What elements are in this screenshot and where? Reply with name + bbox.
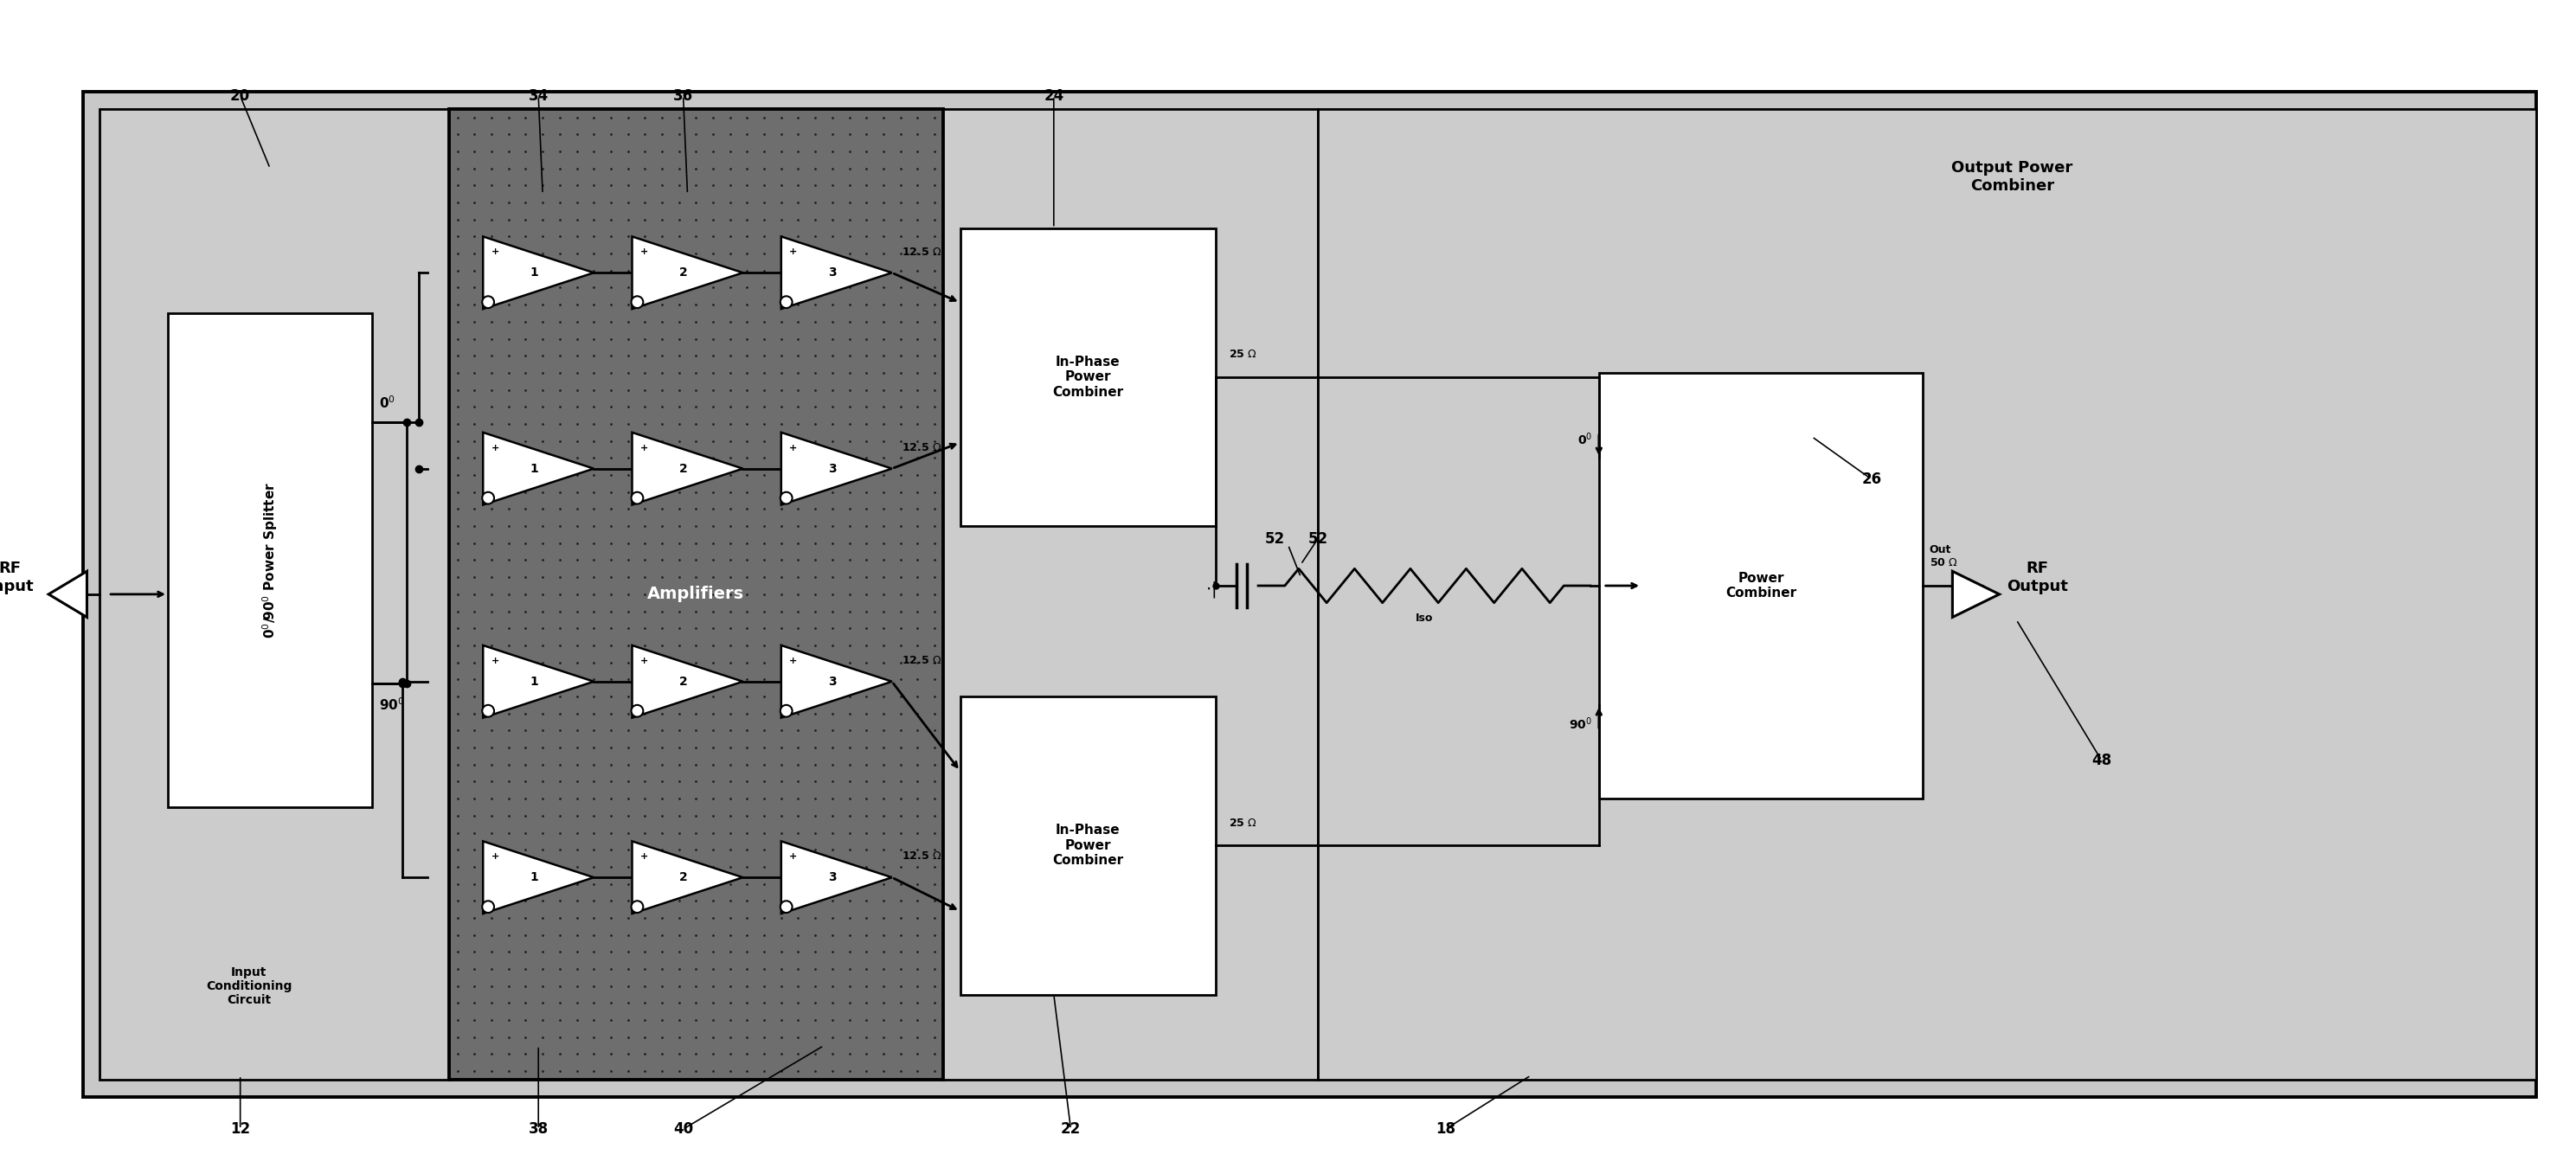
- Text: Iso: Iso: [1414, 613, 1432, 623]
- Circle shape: [631, 296, 644, 308]
- Polygon shape: [631, 236, 742, 309]
- Text: +: +: [492, 444, 500, 452]
- Text: 12.5 $\Omega$: 12.5 $\Omega$: [902, 247, 943, 257]
- Polygon shape: [631, 842, 742, 913]
- Circle shape: [631, 492, 644, 504]
- Text: 0$^0$: 0$^0$: [379, 394, 397, 411]
- Circle shape: [482, 492, 495, 504]
- Text: +: +: [788, 852, 796, 861]
- Text: +: +: [788, 444, 796, 452]
- Text: 12.5 $\Omega$: 12.5 $\Omega$: [902, 655, 943, 666]
- Bar: [943, 109, 1319, 1080]
- Text: 3: 3: [827, 871, 837, 884]
- Text: 1: 1: [531, 675, 538, 688]
- Text: Out
50 $\Omega$: Out 50 $\Omega$: [1929, 545, 1958, 568]
- Text: In-Phase
Power
Combiner: In-Phase Power Combiner: [1054, 356, 1123, 399]
- Text: +: +: [492, 248, 500, 256]
- Text: 3: 3: [827, 463, 837, 474]
- Text: 90$^0$: 90$^0$: [1569, 716, 1592, 731]
- Circle shape: [781, 296, 793, 308]
- Text: 20: 20: [229, 88, 250, 103]
- Text: +: +: [639, 656, 649, 664]
- Polygon shape: [484, 432, 595, 505]
- Bar: [961, 228, 1216, 526]
- Bar: [1600, 373, 1922, 798]
- Polygon shape: [631, 646, 742, 717]
- Text: 1: 1: [531, 871, 538, 884]
- Circle shape: [781, 900, 793, 912]
- Text: $\cdot$|: $\cdot$|: [1206, 580, 1216, 600]
- Text: 0$^0$/90$^0$ Power Splitter: 0$^0$/90$^0$ Power Splitter: [260, 481, 278, 639]
- Text: +: +: [788, 248, 796, 256]
- Polygon shape: [1953, 572, 1999, 618]
- Text: 2: 2: [680, 266, 688, 278]
- Polygon shape: [484, 646, 595, 717]
- Text: 40: 40: [672, 1121, 693, 1136]
- Polygon shape: [49, 572, 88, 618]
- Text: 52: 52: [1265, 531, 1285, 547]
- Bar: [961, 696, 1216, 994]
- Text: 2: 2: [680, 675, 688, 688]
- Text: 25 $\Omega$: 25 $\Omega$: [1229, 349, 1257, 360]
- Text: 48: 48: [2092, 753, 2112, 768]
- Text: +: +: [492, 656, 500, 664]
- Circle shape: [631, 704, 644, 717]
- Text: 22: 22: [1061, 1121, 1082, 1136]
- Circle shape: [781, 492, 793, 504]
- Text: +: +: [639, 248, 649, 256]
- Text: 3: 3: [827, 266, 837, 278]
- Text: +: +: [639, 852, 649, 861]
- Bar: [82, 92, 2535, 1097]
- Text: 90$^0$: 90$^0$: [379, 697, 404, 713]
- Text: In-Phase
Power
Combiner: In-Phase Power Combiner: [1054, 824, 1123, 868]
- Text: 12.5 $\Omega$: 12.5 $\Omega$: [902, 443, 943, 453]
- Polygon shape: [781, 236, 891, 309]
- Polygon shape: [484, 236, 595, 309]
- Text: 12: 12: [229, 1121, 250, 1136]
- Text: 38: 38: [528, 1121, 549, 1136]
- Text: +: +: [788, 656, 796, 664]
- Bar: [167, 313, 374, 808]
- Text: 26: 26: [1862, 472, 1880, 487]
- Text: 36: 36: [672, 88, 693, 103]
- Text: 24: 24: [1043, 88, 1064, 103]
- Bar: [100, 109, 448, 1080]
- Text: 52: 52: [1309, 531, 1327, 547]
- Text: 18: 18: [1435, 1121, 1455, 1136]
- Text: RF
Output: RF Output: [2007, 560, 2069, 594]
- Circle shape: [482, 900, 495, 912]
- Text: 3: 3: [827, 675, 837, 688]
- Polygon shape: [484, 842, 595, 913]
- Circle shape: [482, 296, 495, 308]
- Text: 2: 2: [680, 463, 688, 474]
- Text: 25 $\Omega$: 25 $\Omega$: [1229, 817, 1257, 829]
- Text: Output Power
Combiner: Output Power Combiner: [1953, 160, 2074, 194]
- Polygon shape: [631, 432, 742, 505]
- Circle shape: [781, 704, 793, 717]
- Circle shape: [631, 900, 644, 912]
- Polygon shape: [781, 842, 891, 913]
- Text: +: +: [639, 444, 649, 452]
- Text: Amplifiers: Amplifiers: [647, 586, 744, 602]
- Text: 2: 2: [680, 871, 688, 884]
- Polygon shape: [781, 432, 891, 505]
- Text: 0$^0$: 0$^0$: [1577, 431, 1592, 447]
- Text: Input
Conditioning
Circuit: Input Conditioning Circuit: [206, 966, 291, 1006]
- Text: 12.5 $\Omega$: 12.5 $\Omega$: [902, 851, 943, 862]
- Polygon shape: [781, 646, 891, 717]
- Circle shape: [482, 704, 495, 717]
- Text: +: +: [492, 852, 500, 861]
- Bar: [448, 109, 943, 1080]
- Text: 1: 1: [531, 266, 538, 278]
- Text: 1: 1: [531, 463, 538, 474]
- Text: 34: 34: [528, 88, 549, 103]
- Bar: [1319, 109, 2535, 1080]
- Text: RF
Input: RF Input: [0, 560, 33, 594]
- Text: Power
Combiner: Power Combiner: [1726, 572, 1795, 600]
